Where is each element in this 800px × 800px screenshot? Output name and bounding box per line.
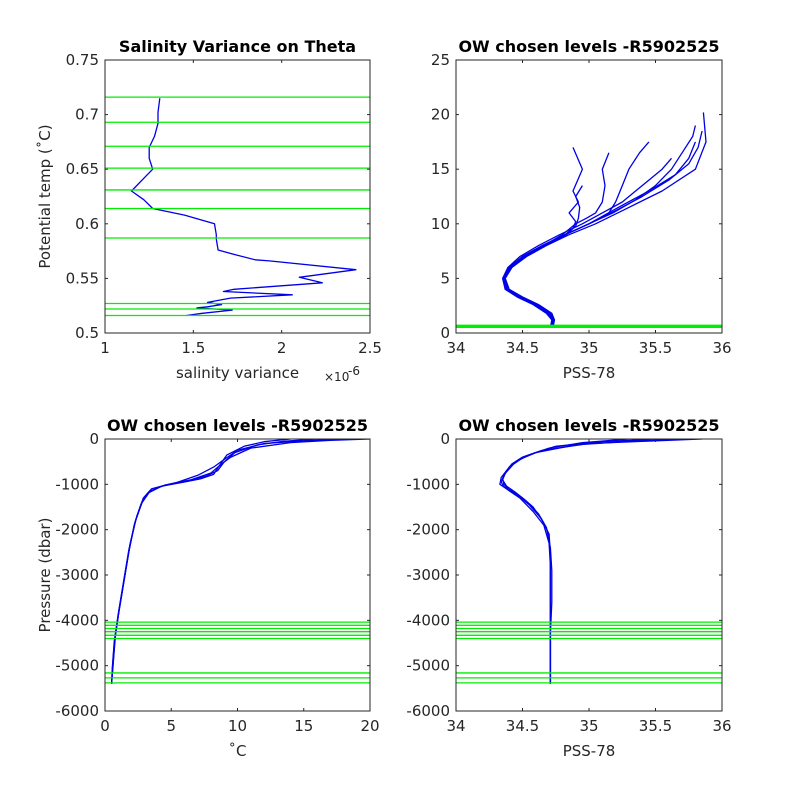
p1-x-exponent-power: -6 [348, 364, 360, 378]
p1-ytick-label: 0.55 [66, 269, 99, 287]
p4-ytick-label: -6000 [406, 702, 450, 720]
p1-ylabel: Potential temp (˚C) [36, 124, 54, 268]
p4-ytick-label: -5000 [406, 657, 450, 675]
p3-xtick-label: 5 [166, 717, 176, 735]
p1-xtick-label: 2.5 [358, 339, 382, 357]
p2-xtick-label: 34.5 [506, 339, 539, 357]
p2-xtick-label: 35.5 [639, 339, 672, 357]
p4-profile-line-0 [499, 439, 703, 684]
p4-panel: 34 34.5 35 35.5 36 0 -1000 -2000 -3000 -4000 -5000… [406, 416, 731, 760]
p2-ytick-label: 15 [431, 160, 450, 178]
p1-xtick-label: 1.5 [181, 339, 205, 357]
p1-axes-box [104, 59, 371, 334]
p4-profile-line-2 [501, 439, 656, 684]
p2-axes-box [455, 59, 723, 334]
p4-ytick-label: -2000 [406, 521, 450, 539]
p3-xtick-label: 10 [228, 717, 247, 735]
p2-xtick-label: 36 [712, 339, 731, 357]
p2-xtick-label: 34 [446, 339, 465, 357]
p4-ytick-label: 0 [440, 430, 450, 448]
p3-profile-line-2 [110, 439, 318, 684]
p1-ytick-label: 0.75 [66, 51, 99, 69]
p3-ytick-label: -4000 [55, 611, 99, 629]
p3-ytick-label: 0 [89, 430, 99, 448]
p4-axes-box [455, 438, 723, 712]
p4-title: OW chosen levels -R5902525 [458, 416, 719, 435]
p3-xtick-label: 20 [360, 717, 379, 735]
p1-panel: 1 1.5 2 2.5 0.5 0.55 0.6 0.65 0.7 0.75 Salinity Va… [36, 37, 382, 384]
p2-ytick-label: 5 [440, 269, 450, 287]
p3-ytick-label: -3000 [55, 566, 99, 584]
p1-xlabel: salinity variance [176, 364, 299, 382]
p3-plot-area [105, 439, 370, 684]
p3-ytick-label: -2000 [55, 521, 99, 539]
p3-profile-line-1 [110, 439, 344, 684]
p1-xtick-label: 2 [277, 339, 287, 357]
p1-xtick-label: 1 [100, 339, 110, 357]
p3-panel: 0 5 10 15 20 0 -1000 -2000 -3000 -4000 -5000 -6000 O… [36, 416, 380, 760]
p4-profile-line-1 [500, 439, 683, 684]
p1-plot-area [105, 96, 370, 317]
p4-profile-line-3 [501, 439, 629, 684]
p2-ytick-label: 25 [431, 51, 450, 69]
p1-ytick-label: 0.7 [75, 106, 99, 124]
p4-ytick-label: -1000 [406, 475, 450, 493]
p4-xtick-label: 34 [446, 717, 465, 735]
p2-profile-line-0 [503, 130, 703, 328]
p3-ytick-label: -6000 [55, 702, 99, 720]
p4-xtick-label: 35.5 [639, 717, 672, 735]
p2-ytick-label: 0 [440, 324, 450, 342]
p2-title: OW chosen levels -R5902525 [458, 37, 719, 56]
p2-ytick-label: 20 [431, 106, 450, 124]
p3-title: OW chosen levels -R5902525 [107, 416, 368, 435]
p1-ytick-label: 0.6 [75, 215, 99, 233]
p2-panel: 34 34.5 35 35.5 36 0 5 10 15 20 25 OW chosen levels… [431, 37, 732, 382]
p2-xtick-label: 35 [579, 339, 598, 357]
p2-profile-line-4 [504, 185, 583, 328]
p1-ytick-label: 0.5 [75, 324, 99, 342]
p3-profile-line-3 [110, 439, 291, 684]
p2-profile-line-1 [504, 112, 707, 328]
p1-x-exponent: ×10 [324, 370, 349, 384]
p3-ytick-label: -5000 [55, 657, 99, 675]
p4-xtick-label: 35 [579, 717, 598, 735]
p4-xtick-label: 36 [712, 717, 731, 735]
p3-xtick-label: 15 [294, 717, 313, 735]
p3-profile-line-0 [110, 439, 370, 684]
p2-ytick-label: 10 [431, 215, 450, 233]
p2-plot-area [456, 112, 722, 328]
p1-profile-line-0 [130, 98, 357, 317]
p1-title: Salinity Variance on Theta [119, 37, 356, 56]
p2-profile-line-5 [503, 147, 584, 328]
p4-plot-area [456, 439, 722, 684]
p2-profile-line-7 [503, 125, 697, 328]
p3-axes-box [104, 438, 371, 712]
p1-ytick-label: 0.65 [66, 160, 99, 178]
p2-xlabel: PSS-78 [563, 364, 616, 382]
p4-ytick-label: -3000 [406, 566, 450, 584]
p4-xtick-label: 34.5 [506, 717, 539, 735]
p3-xlabel: ˚C [229, 742, 247, 760]
p4-ytick-label: -4000 [406, 611, 450, 629]
p4-xlabel: PSS-78 [563, 742, 616, 760]
p3-xtick-label: 0 [100, 717, 110, 735]
p2-profile-line-8 [503, 141, 697, 328]
p3-ytick-label: -1000 [55, 475, 99, 493]
p3-ylabel: Pressure (dbar) [36, 518, 54, 633]
p2-profile-line-2 [501, 157, 672, 328]
